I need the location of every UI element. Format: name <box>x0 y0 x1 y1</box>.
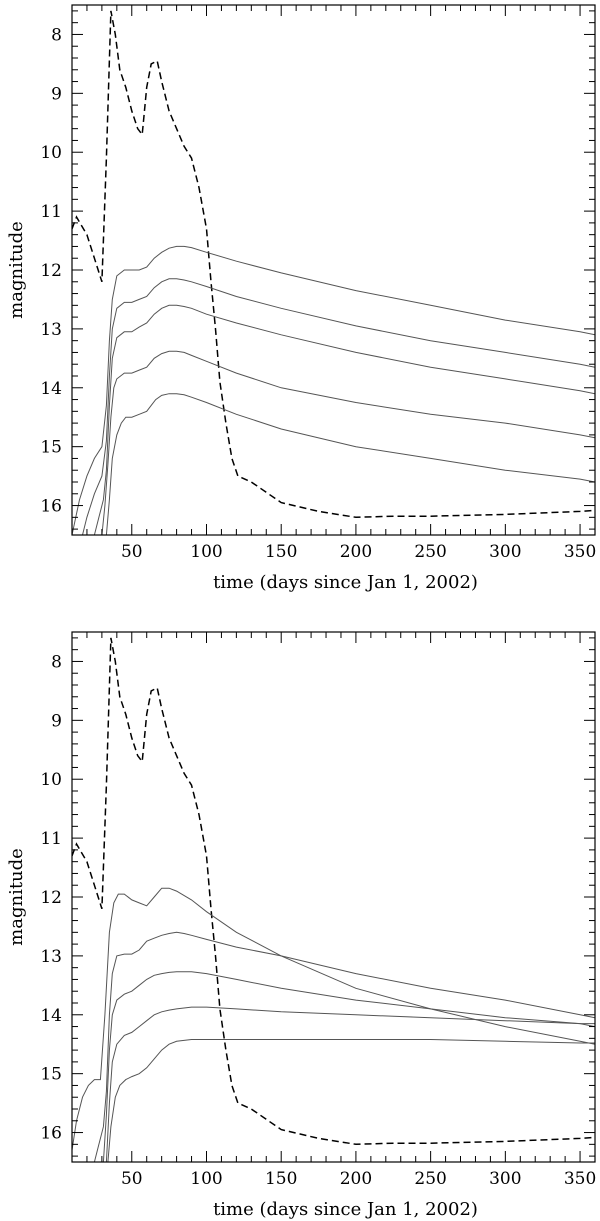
y-tick-label: 11 <box>40 829 62 849</box>
y-tick-label: 15 <box>40 1065 62 1085</box>
x-tick-label: 350 <box>564 542 596 562</box>
plot-frame <box>71 631 596 1163</box>
x-tick-label: 50 <box>121 1169 143 1189</box>
y-tick-label: 15 <box>40 438 62 458</box>
y-tick-label: 11 <box>40 202 62 222</box>
y-tick-label: 13 <box>40 947 62 967</box>
x-tick-label: 50 <box>121 542 143 562</box>
y-axis-label: magnitude <box>6 848 27 946</box>
y-tick-label: 16 <box>40 1124 62 1144</box>
x-tick-label: 250 <box>414 542 446 562</box>
y-axis-label: magnitude <box>6 221 27 319</box>
model-light-curve-2 <box>93 931 595 1162</box>
model-light-curve-1 <box>72 245 595 535</box>
y-tick-label: 10 <box>40 143 62 163</box>
model-light-curve-1 <box>72 887 595 1151</box>
bottom-panel: 50 100 150 200 250 300 350 8 9 10 11 12 13 14 15 16 time… <box>6 631 596 1220</box>
y-tick-label: 14 <box>40 1006 62 1026</box>
y-tick-label: 12 <box>40 261 62 281</box>
x-tick-label: 200 <box>340 542 372 562</box>
x-axis-label: time (days since Jan 1, 2002) <box>213 1199 478 1220</box>
x-tick-label: 350 <box>564 1169 596 1189</box>
y-tick-label: 8 <box>51 25 62 45</box>
model-light-curve-3 <box>93 304 595 535</box>
x-tick-label: 300 <box>489 1169 521 1189</box>
model-light-curve-2 <box>82 278 595 535</box>
x-tick-label: 100 <box>190 542 222 562</box>
plot-frame <box>71 4 596 536</box>
x-tick-label: 200 <box>340 1169 372 1189</box>
y-tick-label: 8 <box>51 652 62 672</box>
model-light-curve-3 <box>102 971 595 1162</box>
y-tick-label: 12 <box>40 888 62 908</box>
y-tick-label: 16 <box>40 497 62 517</box>
y-tick-label: 9 <box>51 84 62 104</box>
observed-light-curve <box>72 637 595 1146</box>
y-tick-label: 14 <box>40 379 62 399</box>
top-panel: 50 100 150 200 250 300 350 8 9 10 11 12 13 14 15 16 time… <box>6 4 596 593</box>
y-tick-label: 13 <box>40 320 62 340</box>
observed-light-curve <box>72 10 595 519</box>
model-light-curve-5 <box>107 1039 595 1162</box>
y-tick-label: 9 <box>51 711 62 731</box>
x-tick-label: 150 <box>265 1169 297 1189</box>
x-axis-label: time (days since Jan 1, 2002) <box>213 572 478 593</box>
x-tick-label: 250 <box>414 1169 446 1189</box>
model-light-curve-4 <box>101 350 595 535</box>
x-tick-label: 300 <box>489 542 521 562</box>
model-light-curve-4 <box>105 1006 595 1162</box>
x-tick-label: 150 <box>265 542 297 562</box>
plot-area <box>72 637 595 1162</box>
model-light-curve-5 <box>105 393 595 535</box>
x-tick-label: 100 <box>190 1169 222 1189</box>
y-tick-label: 10 <box>40 770 62 790</box>
plot-area <box>72 10 595 535</box>
